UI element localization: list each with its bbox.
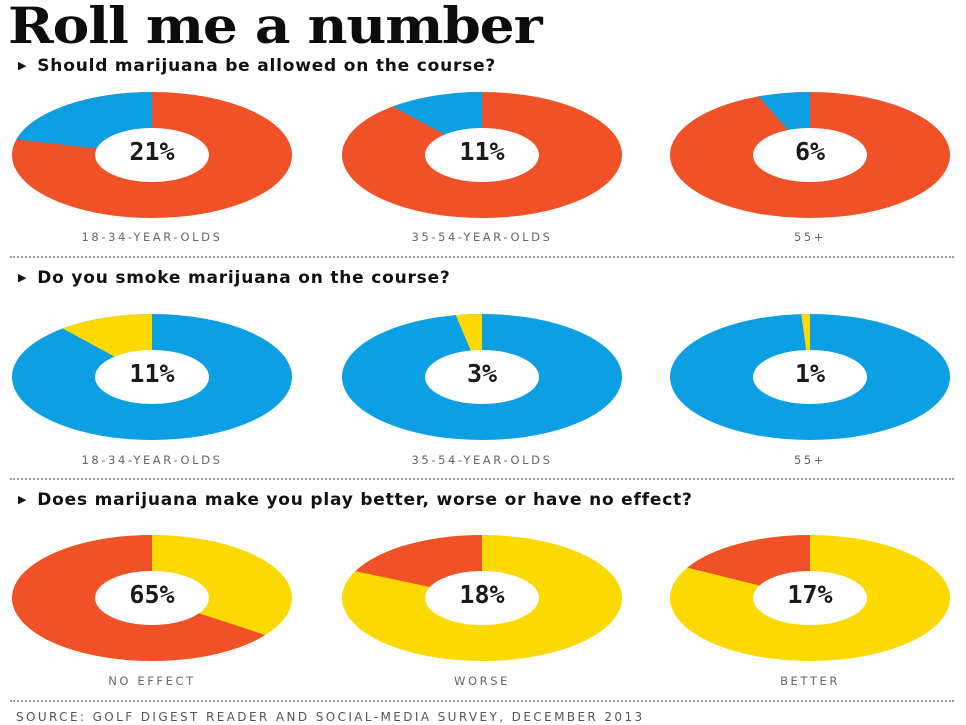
donut-chart: 65%	[10, 533, 294, 663]
section-question: ▶ Should marijuana be allowed on the cour…	[18, 56, 496, 76]
percent-label: 21%	[129, 137, 175, 166]
donut-hole	[425, 128, 539, 182]
donut-svg	[11, 535, 292, 661]
category-label: WORSE	[454, 674, 510, 688]
category-label: 55+	[793, 230, 827, 244]
donut-hole	[753, 350, 867, 404]
arrow-icon: ▶	[18, 59, 28, 72]
percent-label: 3%	[466, 359, 498, 388]
donut-hole	[95, 128, 209, 182]
percent-label: 17%	[787, 580, 833, 609]
donut-svg	[670, 313, 950, 440]
arrow-icon: ▶	[18, 271, 28, 284]
donut-svg	[342, 92, 622, 218]
donut-hole	[95, 350, 209, 404]
category-label: 55+	[793, 453, 827, 467]
section-question: ▶ Does marijuana make you play better, wo…	[18, 490, 693, 510]
arrow-icon: ▶	[18, 493, 28, 506]
donut-svg	[670, 92, 950, 218]
category-label: 35-54-YEAR-OLDS	[411, 453, 553, 467]
percent-label: 18%	[459, 580, 505, 609]
donut-hole	[95, 571, 209, 625]
category-label: 35-54-YEAR-OLDS	[411, 230, 553, 244]
section-divider	[10, 478, 954, 480]
category-label: BETTER	[780, 674, 840, 688]
donut-chart: 17%	[668, 533, 952, 663]
category-label: 18-34-YEAR-OLDS	[81, 230, 223, 244]
donut-svg	[12, 314, 292, 440]
donut-chart: 11%	[340, 90, 624, 220]
donut-chart: 21%	[10, 90, 294, 220]
category-label: 18-34-YEAR-OLDS	[81, 453, 223, 467]
donut-svg	[342, 314, 622, 440]
donut-chart: 11%	[10, 312, 294, 442]
percent-label: 11%	[129, 359, 175, 388]
donut-svg	[670, 535, 950, 661]
donut-chart: 1%	[668, 312, 952, 442]
question-text: Does marijuana make you play better, wor…	[37, 490, 693, 510]
percent-label: 1%	[794, 359, 826, 388]
category-label: NO EFFECT	[108, 674, 196, 688]
donut-svg	[12, 92, 292, 218]
section-divider	[10, 700, 954, 702]
section-question: ▶ Do you smoke marijuana on the course?	[18, 268, 451, 288]
donut-hole	[753, 571, 867, 625]
donut-hole	[425, 571, 539, 625]
donut-hole	[425, 350, 539, 404]
section-divider	[10, 256, 954, 258]
donut-hole	[753, 128, 867, 182]
source-note: SOURCE: GOLF DIGEST READER AND SOCIAL-ME…	[16, 710, 645, 724]
donut-chart: 18%	[340, 533, 624, 663]
donut-chart: 3%	[340, 312, 624, 442]
page-title: Roll me a number	[8, 0, 543, 55]
percent-label: 65%	[129, 580, 175, 609]
question-text: Should marijuana be allowed on the cours…	[37, 56, 497, 76]
donut-chart: 6%	[668, 90, 952, 220]
percent-label: 6%	[794, 137, 826, 166]
donut-svg	[342, 535, 622, 661]
percent-label: 11%	[459, 137, 505, 166]
question-text: Do you smoke marijuana on the course?	[37, 268, 451, 288]
